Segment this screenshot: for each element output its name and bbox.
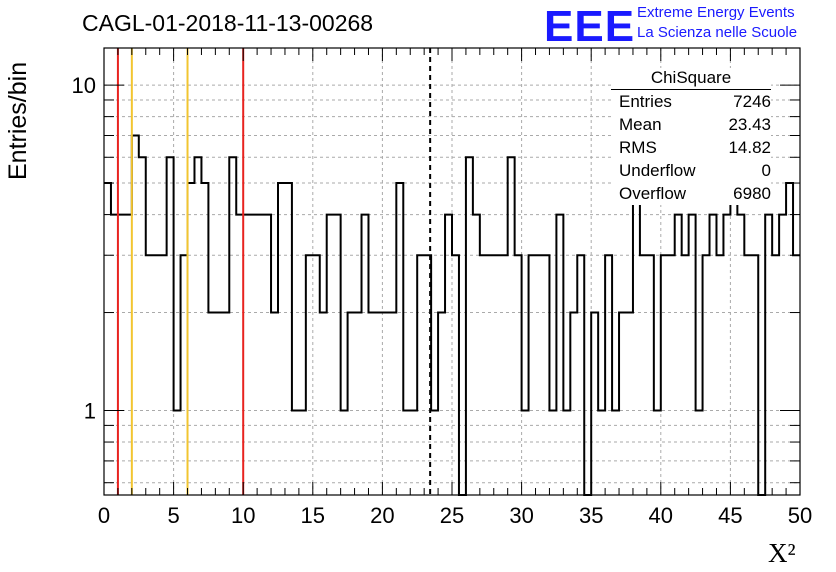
- stats-value: 0: [761, 161, 771, 180]
- stats-row-entries: Entries 7246: [619, 90, 771, 113]
- x-tick-label: 30: [509, 503, 533, 528]
- y-tick-label: 10: [72, 73, 96, 98]
- stats-label: Mean: [619, 115, 662, 134]
- stats-row-overflow: Overflow 6980: [619, 182, 771, 205]
- y-tick-label: 1: [84, 399, 96, 424]
- x-tick-label: 15: [301, 503, 325, 528]
- stats-label: Overflow: [619, 184, 687, 203]
- eee-logo: EEE: [544, 2, 636, 51]
- x-tick-label: 40: [649, 503, 673, 528]
- x-tick-label: 20: [370, 503, 394, 528]
- stats-value: 14.82: [728, 138, 771, 157]
- x-tick-label: 0: [98, 503, 110, 528]
- x-tick-label: 45: [718, 503, 742, 528]
- x-tick-label: 5: [167, 503, 179, 528]
- stats-value: 23.43: [728, 115, 771, 134]
- stats-value: 7246: [733, 92, 771, 111]
- stats-row-mean: Mean 23.43: [619, 113, 771, 136]
- stats-box: ChiSquare Entries 7246 Mean 23.43 RMS 14…: [611, 68, 771, 205]
- stats-label: RMS: [619, 138, 657, 157]
- x-tick-label: 10: [231, 503, 255, 528]
- x-axis-label: X²: [768, 538, 796, 568]
- stats-label: Entries: [619, 92, 672, 111]
- chart-title: CAGL-01-2018-11-13-00268: [82, 10, 374, 36]
- x-tick-label: 50: [788, 503, 812, 528]
- logo-line-2: La Scienza nelle Scuole: [637, 24, 798, 41]
- stats-row-underflow: Underflow 0: [619, 159, 771, 182]
- x-tick-label: 35: [579, 503, 603, 528]
- x-tick-label: 25: [440, 503, 464, 528]
- stats-row-rms: RMS 14.82: [619, 136, 771, 159]
- logo-line-1: Extreme Energy Events: [637, 4, 795, 21]
- stats-value: 6980: [733, 184, 771, 203]
- y-axis-label: Entries/bin: [4, 61, 32, 180]
- stats-label: Underflow: [619, 161, 696, 180]
- stats-title: ChiSquare: [611, 68, 771, 90]
- histogram-line: [104, 134, 800, 496]
